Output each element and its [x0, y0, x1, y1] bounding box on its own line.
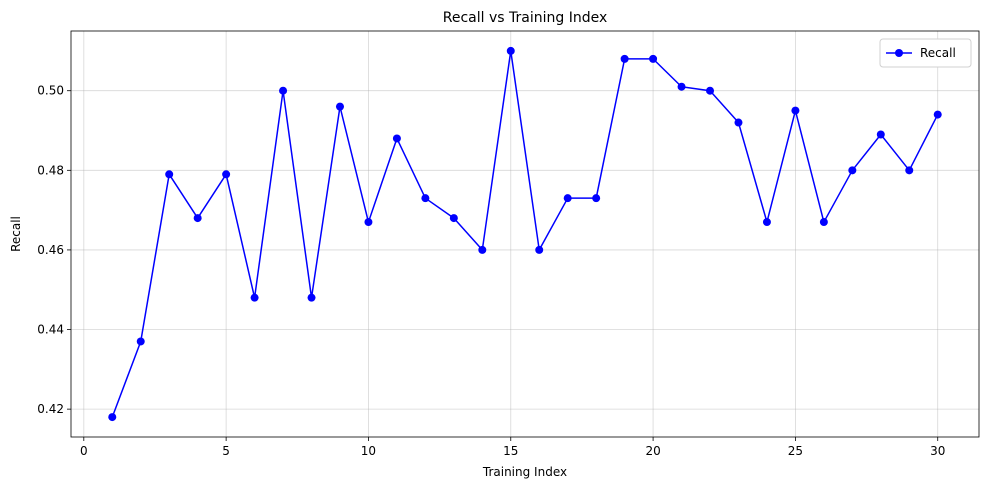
data-point — [734, 118, 743, 127]
legend-marker-swatch — [895, 49, 903, 57]
legend-box — [879, 38, 972, 68]
x-tick-label: 10 — [361, 444, 376, 458]
data-point — [933, 110, 942, 119]
grid — [71, 31, 979, 437]
data-point — [108, 413, 117, 422]
data-point — [535, 245, 544, 254]
data-point — [222, 170, 231, 179]
y-axis: 0.42 0.44 0.46 0.48 0.50 — [37, 84, 71, 416]
y-tick-label: 0.48 — [37, 163, 64, 177]
y-tick-label: 0.44 — [37, 323, 64, 337]
y-tick-label: 0.42 — [37, 402, 64, 416]
plot-area: 0 5 10 15 20 25 30 0.42 0.44 0.46 0.48 0.50 — [37, 30, 980, 458]
data-point — [250, 293, 259, 302]
x-tick-label: 5 — [222, 444, 230, 458]
y-tick-label: 0.50 — [37, 84, 64, 98]
data-point — [364, 218, 373, 227]
chart-title: Recall vs Training Index — [443, 10, 607, 26]
data-point — [905, 166, 914, 175]
data-point — [421, 194, 430, 203]
data-point — [706, 86, 715, 95]
data-point — [649, 54, 658, 63]
data-point — [307, 293, 316, 302]
x-axis-label: Training Index — [482, 465, 567, 479]
series-layer — [108, 46, 942, 422]
data-point — [506, 46, 515, 55]
data-point — [335, 102, 344, 111]
data-point — [136, 337, 145, 346]
x-tick-label: 30 — [930, 444, 945, 458]
data-point — [449, 214, 458, 223]
data-point — [677, 82, 686, 91]
data-point — [165, 170, 174, 179]
data-point — [392, 134, 401, 143]
data-point — [848, 166, 857, 175]
data-point — [791, 106, 800, 115]
data-point — [592, 194, 601, 203]
data-point — [193, 214, 202, 223]
x-tick-label: 25 — [788, 444, 803, 458]
plot-frame — [70, 30, 980, 438]
series-line-recall — [111, 50, 939, 418]
y-tick-label: 0.46 — [37, 243, 64, 257]
x-tick-label: 20 — [645, 444, 660, 458]
data-point — [478, 245, 487, 254]
x-axis: 0 5 10 15 20 25 30 — [80, 437, 945, 458]
data-point — [762, 218, 771, 227]
legend: Recall — [879, 38, 972, 68]
x-tick-label: 15 — [503, 444, 518, 458]
legend-entry-recall: Recall — [920, 46, 956, 60]
data-point — [876, 130, 885, 139]
y-axis-label: Recall — [9, 216, 23, 252]
data-point — [819, 218, 828, 227]
data-point — [279, 86, 288, 95]
data-point — [620, 54, 629, 63]
x-tick-label: 0 — [80, 444, 88, 458]
data-point — [563, 194, 572, 203]
